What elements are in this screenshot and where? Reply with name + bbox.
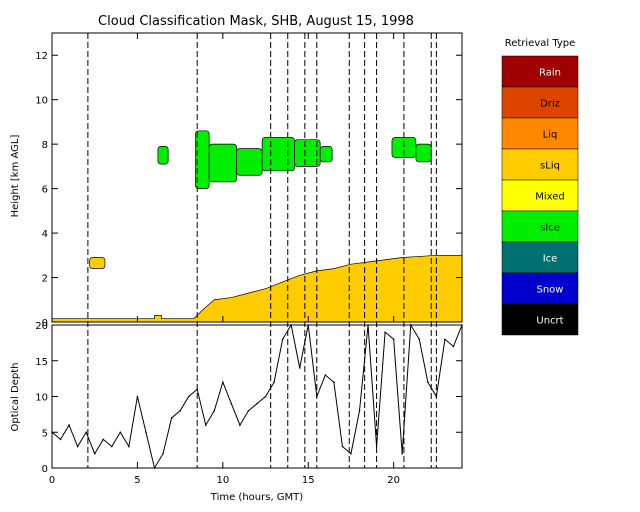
optical-depth-point-32 xyxy=(324,374,327,376)
legend-swatch-rain xyxy=(501,55,579,88)
legend-label-mixed: Mixed xyxy=(535,192,565,203)
optical-depth-point-35 xyxy=(350,452,352,455)
cell-sliq-0 xyxy=(89,257,106,269)
bottom-ytick-label-0: 0 xyxy=(42,464,48,475)
optical-depth-point-23 xyxy=(247,410,250,412)
optical-depth-point-44 xyxy=(427,381,429,384)
optical-depth-point-19 xyxy=(213,410,216,412)
optical-depth-point-43 xyxy=(418,338,421,341)
optical-depth-point-2 xyxy=(68,424,70,426)
legend-label-uncrt: Uncrt xyxy=(536,316,563,327)
optical-depth-point-10 xyxy=(136,395,139,398)
optical-depth-point-39 xyxy=(384,331,386,333)
optical-depth-point-16 xyxy=(187,395,190,398)
optical-depth-point-21 xyxy=(230,402,233,405)
xtick-label-4: 20 xyxy=(387,475,400,486)
optical-depth-point-1 xyxy=(59,438,62,441)
optical-depth-point-46 xyxy=(444,338,446,341)
optical-depth-point-6 xyxy=(102,438,105,441)
cell-sice-6 xyxy=(319,146,333,163)
optical-depth-point-3 xyxy=(76,445,79,448)
legend-swatch-sliq xyxy=(501,148,579,181)
optical-depth-point-33 xyxy=(333,381,335,384)
optical-depth-point-27 xyxy=(281,338,284,341)
optical-depth-point-14 xyxy=(170,417,173,419)
optical-depth-point-15 xyxy=(179,410,181,412)
legend-label-ice: Ice xyxy=(543,254,558,265)
optical-depth-point-9 xyxy=(128,445,130,448)
optical-depth-point-45 xyxy=(435,395,438,398)
top-ytick-label-0: 0 xyxy=(42,318,48,329)
xtick-label-0: 0 xyxy=(49,475,55,486)
optical-depth-point-11 xyxy=(145,431,147,434)
optical-depth-point-8 xyxy=(119,431,122,434)
optical-depth-point-38 xyxy=(375,445,378,448)
bottom-ytick-label-4: 20 xyxy=(35,321,48,332)
top-ytick-label-2: 4 xyxy=(42,229,48,240)
y-axis-label-bottom: Optical Depth xyxy=(10,363,21,432)
optical-depth-point-5 xyxy=(93,452,96,455)
legend-title: Retrieval Type xyxy=(505,38,576,49)
optical-depth-point-7 xyxy=(110,445,113,448)
optical-depth-point-18 xyxy=(204,424,207,426)
legend-swatch-mixed xyxy=(501,179,579,212)
legend-swatch-ice xyxy=(501,241,579,274)
optical-depth-point-20 xyxy=(222,381,224,384)
legend-swatch-snow xyxy=(501,272,579,305)
bottom-ytick-label-2: 10 xyxy=(35,393,48,404)
xtick-label-2: 10 xyxy=(216,475,229,486)
optical-depth-point-4 xyxy=(85,431,87,434)
bottom-frame xyxy=(51,324,463,469)
optical-depth-point-34 xyxy=(341,445,344,448)
chart-title: Cloud Classification Mask, SHB, August 1… xyxy=(98,14,414,29)
region-sliq-1 xyxy=(51,254,463,323)
bottom-ytick-label-3: 15 xyxy=(35,357,48,368)
legend-swatch-sice xyxy=(501,210,579,243)
xtick-label-3: 15 xyxy=(302,475,315,486)
optical-depth-point-26 xyxy=(273,381,275,384)
legend-label-driz: Driz xyxy=(540,99,560,110)
optical-depth-point-17 xyxy=(196,388,199,391)
optical-depth-point-47 xyxy=(452,345,455,348)
top-ytick-label-6: 12 xyxy=(35,51,48,62)
cell-sice-8 xyxy=(415,143,432,163)
bottom-ytick-label-1: 5 xyxy=(42,428,48,439)
legend-swatch-uncrt xyxy=(501,303,579,336)
xtick-label-1: 5 xyxy=(134,475,140,486)
cell-sice-4 xyxy=(261,137,295,172)
cell-sice-2 xyxy=(208,143,237,183)
top-ytick-label-4: 8 xyxy=(42,140,48,151)
optical-depth-point-22 xyxy=(239,424,241,426)
optical-depth-point-36 xyxy=(358,410,361,412)
legend-label-snow: Snow xyxy=(537,285,564,296)
optical-depth-point-24 xyxy=(256,402,258,405)
cell-sice-0 xyxy=(157,146,169,165)
legend-label-rain: Rain xyxy=(539,68,561,79)
top-ytick-label-3: 6 xyxy=(42,185,48,196)
cloud-mask-panel: 0 2 4 6 8 10 12 xyxy=(35,32,463,468)
legend-label-sice: sIce xyxy=(540,223,560,234)
optical-depth-point-13 xyxy=(162,452,164,455)
optical-depth-point-25 xyxy=(264,395,267,398)
legend-label-sliq: sLiq xyxy=(540,161,560,172)
optical-depth-point-31 xyxy=(315,395,318,398)
optical-depth-point-29 xyxy=(298,367,301,369)
legend-label-liq: Liq xyxy=(543,130,558,141)
legend-swatch-driz xyxy=(501,86,579,119)
top-ytick-label-5: 10 xyxy=(35,96,48,107)
legend-swatch-liq xyxy=(501,117,579,150)
legend: Rain Driz Liq sLiq Mixed sIce Ice Snow Uncrt xyxy=(501,55,579,336)
y-axis-label-top: Height [km AGL] xyxy=(10,135,21,218)
x-axis-label: Time (hours, GMT) xyxy=(210,492,304,503)
optical-depth-point-40 xyxy=(392,338,395,341)
optical-depth-line xyxy=(51,323,463,470)
cell-sice-3 xyxy=(236,148,263,176)
top-ytick-label-1: 2 xyxy=(42,274,48,285)
optical-depth-point-41 xyxy=(401,452,404,455)
top-frame xyxy=(51,32,463,323)
